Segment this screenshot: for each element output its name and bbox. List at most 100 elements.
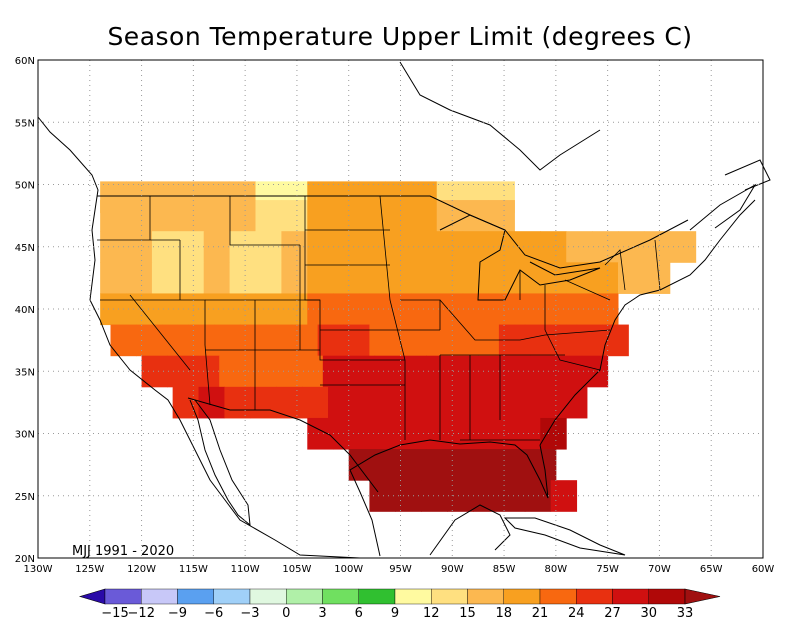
temperature-cell xyxy=(535,386,562,419)
temperature-cell xyxy=(462,417,490,450)
temperature-cell xyxy=(359,200,386,232)
temperature-cell xyxy=(333,293,360,326)
temperature-cell xyxy=(250,386,277,419)
temperature-cell xyxy=(307,200,334,232)
lon-tick-label: 130W xyxy=(24,564,53,575)
lat-tick-label: 35N xyxy=(15,367,35,378)
west-coast xyxy=(37,116,361,559)
colorbar-swatch xyxy=(322,588,359,605)
temperature-cell xyxy=(410,200,438,232)
temperature-cell xyxy=(214,324,241,357)
temperature-cell xyxy=(203,231,231,263)
temperature-cell xyxy=(229,200,256,232)
temperature-cell xyxy=(405,386,433,419)
temperature-cell xyxy=(514,262,541,294)
temperature-cell xyxy=(100,200,127,232)
temperature-cell xyxy=(302,386,329,419)
temperature-cell xyxy=(447,324,474,357)
lon-tick-label: 60W xyxy=(752,564,775,575)
temperature-cell xyxy=(229,231,256,263)
lat-tick-label: 25N xyxy=(15,492,35,503)
temperature-cell xyxy=(436,231,464,263)
temperature-cell xyxy=(359,262,386,294)
temperature-cell xyxy=(281,262,308,294)
temperature-cell xyxy=(374,355,401,388)
colorbar-swatch xyxy=(104,588,142,605)
temperature-cell xyxy=(333,231,360,263)
temperature-cell xyxy=(555,355,583,388)
temperature-cell xyxy=(561,386,588,419)
temperature-cell xyxy=(592,262,619,294)
colorbar-label: 33 xyxy=(677,606,694,618)
temperature-cell xyxy=(333,200,360,232)
temperature-cell xyxy=(566,262,593,294)
temperature-cell xyxy=(488,293,515,326)
temperature-cell xyxy=(410,231,438,263)
temperature-cell xyxy=(307,293,334,326)
colorbar-label: 12 xyxy=(423,606,440,618)
latitude-tick-labels: 20N 25N 30N 35N 40N 45N 50N 55N 60N xyxy=(15,56,35,565)
colorbar-swatch xyxy=(467,588,504,605)
lon-tick-label: 100W xyxy=(334,564,363,575)
lon-tick-label: 105W xyxy=(282,564,311,575)
lat-tick-label: 50N xyxy=(15,181,35,192)
temperature-cell xyxy=(328,386,355,419)
temperature-cell xyxy=(581,355,609,388)
temperature-cell xyxy=(379,386,407,419)
temperature-cell xyxy=(462,293,490,326)
colorbar-swatch xyxy=(177,588,214,605)
temperature-cell xyxy=(224,386,251,419)
nova-scotia xyxy=(689,183,757,231)
temperature-cell xyxy=(172,386,200,419)
temperature-cell xyxy=(436,200,464,232)
period-label: MJJ 1991 - 2020 xyxy=(72,544,174,559)
colorbar-swatch xyxy=(358,588,396,605)
temperature-cell xyxy=(436,293,464,326)
colorbar: −15−12 −9 −6 −3 0 3 6 9 12 15 18 21 24 27 30 33 xyxy=(78,588,721,618)
colorbar-swatch xyxy=(213,588,251,605)
temperature-cell xyxy=(436,262,464,294)
hudson-bay xyxy=(399,61,601,171)
temperature-cell xyxy=(229,262,256,294)
temperature-cell xyxy=(478,449,505,481)
temperature-cell xyxy=(203,200,231,232)
temperature-cell xyxy=(307,262,334,294)
state-borders xyxy=(97,195,661,441)
temperature-cell xyxy=(395,324,422,357)
us-mexico-border xyxy=(187,397,379,493)
temperature-cell xyxy=(669,231,697,263)
colorbar-label: 24 xyxy=(568,606,585,618)
temperature-cell xyxy=(431,386,458,419)
temperature-cell xyxy=(151,231,179,263)
temperature-cell xyxy=(255,262,282,294)
colorbar-label: 30 xyxy=(640,606,657,618)
cuba xyxy=(503,517,626,556)
temperature-cell xyxy=(462,262,490,294)
temperature-cell xyxy=(100,262,127,294)
lat-tick-label: 60N xyxy=(15,56,35,67)
colorbar-swatch xyxy=(539,588,577,605)
colorbar-swatch xyxy=(431,588,468,605)
temperature-cell xyxy=(281,200,308,232)
temperature-cell xyxy=(410,262,438,294)
temperature-cell xyxy=(488,231,515,263)
lon-tick-label: 65W xyxy=(700,564,723,575)
lat-tick-label: 20N xyxy=(15,554,35,565)
lon-tick-label: 80W xyxy=(545,564,568,575)
temperature-cell xyxy=(255,200,282,232)
temperature-cell xyxy=(576,324,603,357)
lat-tick-label: 45N xyxy=(15,243,35,254)
temperature-cell xyxy=(151,200,179,232)
lon-tick-label: 95W xyxy=(389,564,412,575)
temperature-cell xyxy=(374,449,401,481)
temperature-cell xyxy=(488,200,515,232)
temperature-cell xyxy=(410,293,438,326)
temperature-cell xyxy=(229,293,256,326)
colorbar-swatch xyxy=(286,588,323,605)
lat-lon-grid xyxy=(38,60,763,558)
temperature-cell xyxy=(447,480,474,512)
temperature-cell xyxy=(384,262,412,294)
temperature-cell xyxy=(462,200,490,232)
east-coast xyxy=(539,199,756,446)
